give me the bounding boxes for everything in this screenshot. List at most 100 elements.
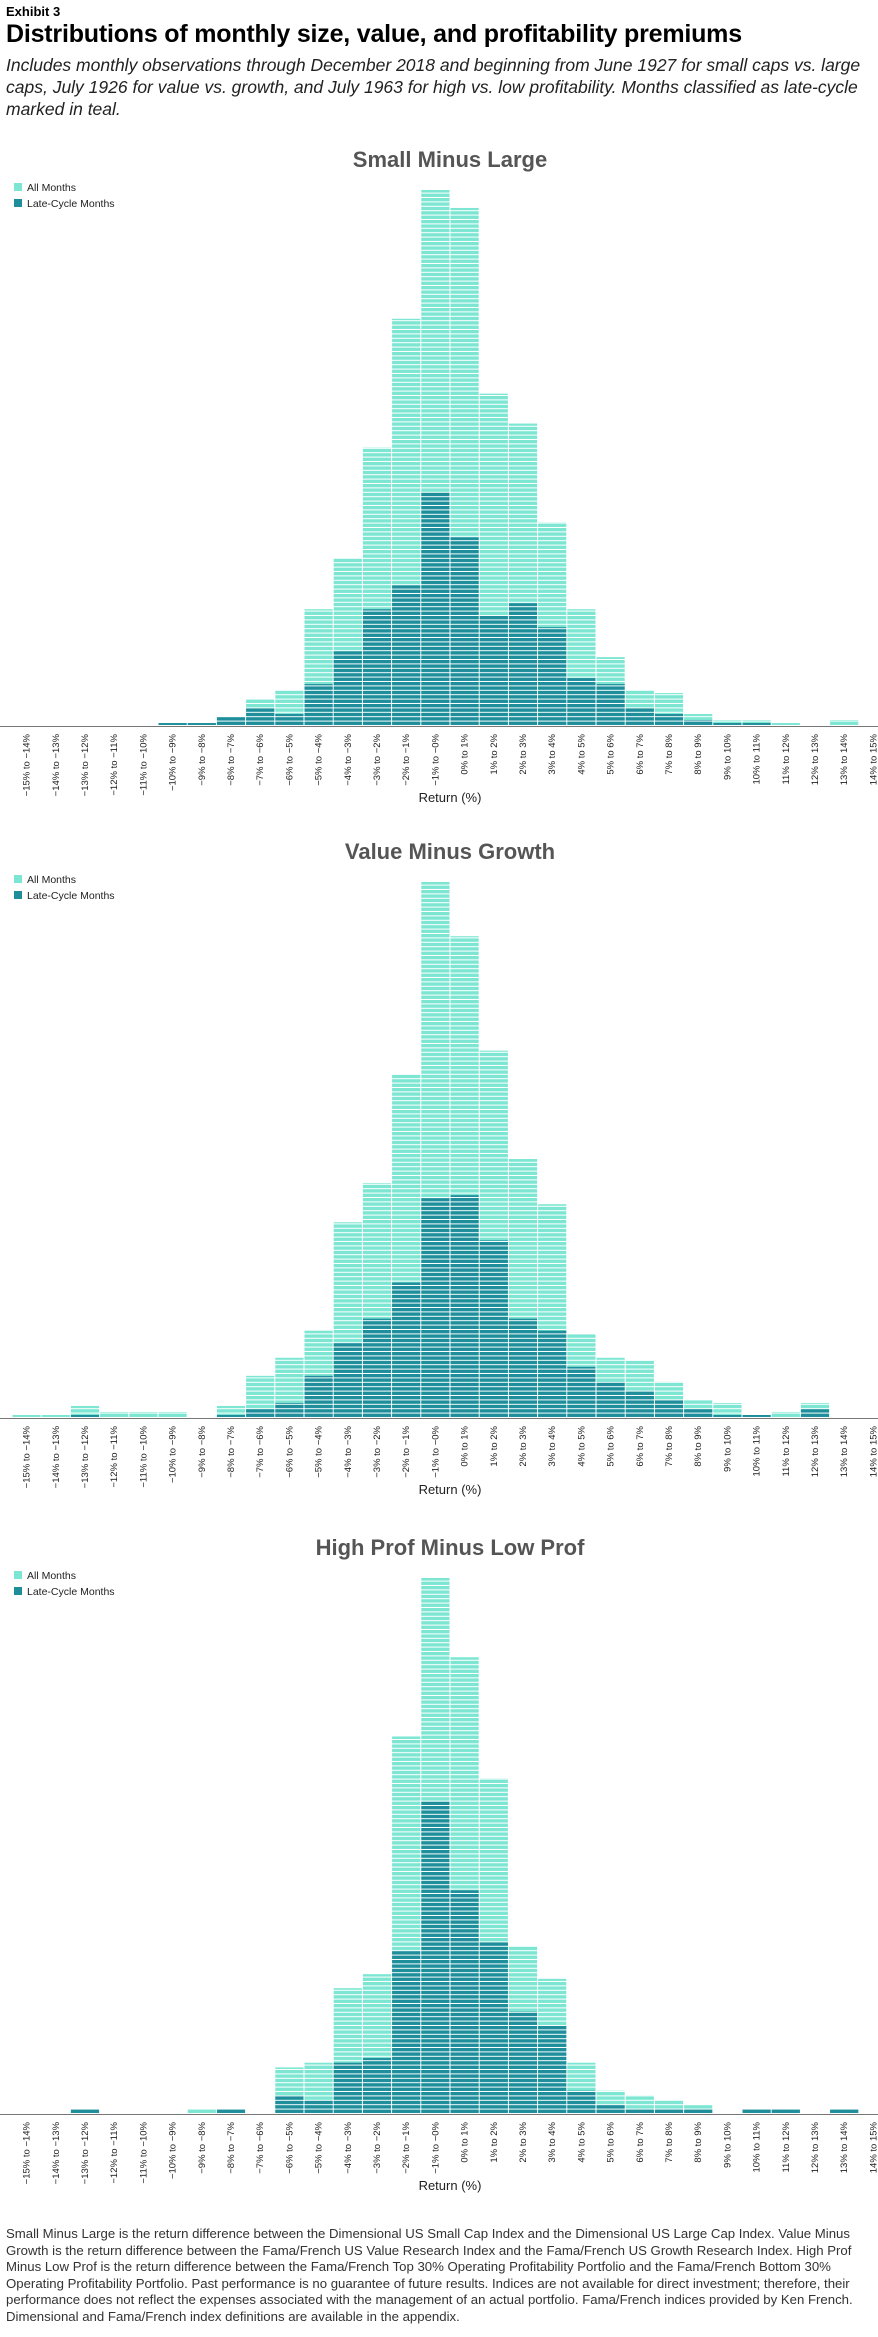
bar-late-cycle-months [684, 720, 713, 726]
x-tick-label: −4% to −3% [343, 733, 354, 785]
x-tick-label: −2% to −1% [401, 2121, 412, 2173]
x-tick-label: 7% to 8% [664, 1425, 675, 1466]
x-tick-label: −7% to −6% [255, 2121, 266, 2173]
x-tick-label: −6% to −5% [284, 1425, 295, 1477]
x-tick-label: −13% to −12% [80, 1425, 91, 1488]
x-tick-label: −8% to −7% [226, 2121, 237, 2173]
x-tick-label: −9% to −8% [197, 1425, 208, 1477]
x-tick-label: 11% to 12% [781, 733, 792, 784]
x-tick-label: −10% to −9% [168, 1425, 179, 1483]
page-subtitle: Includes monthly observations through De… [6, 55, 861, 119]
bar-late-cycle-months [333, 2062, 362, 2114]
bar-late-cycle-months [246, 1408, 275, 1418]
x-tick-label: 3% to 4% [547, 733, 558, 774]
x-tick-label: 12% to 13% [810, 733, 821, 785]
bar-late-cycle-months [362, 2058, 392, 2114]
bar-late-cycle-months [684, 2109, 713, 2114]
x-tick-label: −15% to −14% [22, 2121, 33, 2184]
legend-late-cycle-months: Late-Cycle Months [14, 198, 115, 210]
x-tick-label: −3% to −2% [372, 733, 383, 785]
bar-late-cycle-months [742, 723, 771, 726]
bar-late-cycle-months [771, 2109, 800, 2114]
footnote: Small Minus Large is the return differen… [6, 2226, 853, 2324]
bar-late-cycle-months [713, 723, 742, 726]
x-tick-label: −7% to −6% [255, 1425, 266, 1477]
x-tick-label: −2% to −1% [401, 1425, 412, 1477]
x-tick-label: 9% to 10% [722, 2121, 733, 2167]
bar-late-cycle-months [538, 627, 567, 726]
bar-late-cycle-months [684, 1408, 713, 1418]
bar-late-cycle-months [479, 1240, 508, 1418]
bar-late-cycle-months [450, 537, 479, 726]
x-tick-label: 14% to 15% [868, 1425, 878, 1477]
legend-all-months: All Months [14, 1570, 76, 1582]
bar-late-cycle-months [654, 2109, 684, 2114]
x-tick-label: 8% to 9% [693, 2121, 704, 2162]
x-tick-label: −6% to −5% [284, 733, 295, 785]
legend-late-cycle-months-swatch [14, 891, 22, 899]
x-tick-label: 12% to 13% [810, 1425, 821, 1477]
bar-late-cycle-months [333, 1342, 362, 1418]
x-tick-label: −15% to −14% [22, 733, 33, 796]
bar-late-cycle-months [742, 2109, 771, 2114]
bar-late-cycle-months [713, 1414, 742, 1418]
bar-late-cycle-months [216, 1414, 246, 1418]
legend-late-cycle-months-label: Late-Cycle Months [27, 198, 115, 210]
bar-late-cycle-months [596, 2104, 625, 2114]
exhibit-label: Exhibit 3 [6, 4, 61, 19]
x-tick-label: 11% to 12% [781, 1425, 792, 1476]
bar-all-months [158, 1411, 187, 1418]
x-axis-label: Return (%) [419, 2178, 482, 2193]
x-tick-label: −8% to −7% [226, 733, 237, 785]
chart-title: Small Minus Large [353, 147, 547, 172]
bar-all-months [129, 1411, 158, 1418]
x-tick-label: 5% to 6% [606, 2121, 617, 2162]
x-tick-label: 13% to 14% [839, 1425, 850, 1477]
bar-late-cycle-months [596, 684, 625, 726]
x-tick-label: −2% to −1% [401, 733, 412, 785]
bar-late-cycle-months [742, 1414, 771, 1418]
bar-late-cycle-months [392, 585, 421, 726]
x-tick-label: −7% to −6% [255, 733, 266, 785]
x-tick-label: 3% to 4% [547, 2121, 558, 2162]
x-tick-label: −5% to −4% [314, 2121, 325, 2173]
legend-late-cycle-months-label: Late-Cycle Months [27, 1586, 115, 1598]
bar-late-cycle-months [567, 678, 596, 726]
x-tick-label: −12% to −11% [109, 1425, 120, 1487]
legend-all-months-swatch [14, 183, 22, 191]
bar-all-months [713, 1402, 742, 1418]
legend-all-months-swatch [14, 1571, 22, 1579]
x-tick-label: −11% to −10% [138, 733, 149, 795]
bar-all-months [771, 723, 800, 726]
x-tick-label: −10% to −9% [168, 733, 179, 791]
bar-late-cycle-months [479, 615, 508, 726]
bar-late-cycle-months [508, 603, 538, 726]
x-tick-label: −14% to −13% [51, 2121, 62, 2184]
bar-late-cycle-months [70, 2109, 100, 2114]
x-axis-label: Return (%) [419, 790, 482, 805]
x-tick-label: 8% to 9% [693, 733, 704, 774]
bar-late-cycle-months [567, 1366, 596, 1418]
bar-late-cycle-months [362, 609, 392, 726]
x-tick-label: −5% to −4% [314, 1425, 325, 1477]
x-tick-label: −15% to −14% [22, 1425, 33, 1488]
bar-all-months [100, 1411, 129, 1418]
bar-late-cycle-months [392, 1282, 421, 1418]
x-tick-label: 9% to 10% [722, 1425, 733, 1471]
bar-late-cycle-months [830, 2109, 859, 2114]
bar-late-cycle-months [508, 2011, 538, 2114]
x-tick-label: 5% to 6% [606, 1425, 617, 1466]
x-tick-label: −9% to −8% [197, 733, 208, 785]
x-tick-label: 4% to 5% [576, 733, 587, 774]
bar-all-months [187, 2109, 216, 2114]
bar-late-cycle-months [508, 1318, 538, 1418]
bar-all-months [771, 1411, 800, 1418]
x-tick-label: 14% to 15% [868, 733, 878, 785]
histogram-small-minus-large: Small Minus Large All Months Late-Cycle Mo… [0, 140, 878, 830]
bar-late-cycle-months [538, 1330, 567, 1418]
x-tick-label: −4% to −3% [343, 1425, 354, 1477]
x-tick-label: 14% to 15% [868, 2121, 878, 2173]
bar-late-cycle-months [538, 2025, 567, 2114]
bar-late-cycle-months [216, 717, 246, 726]
x-tick-label: 3% to 4% [547, 1425, 558, 1466]
